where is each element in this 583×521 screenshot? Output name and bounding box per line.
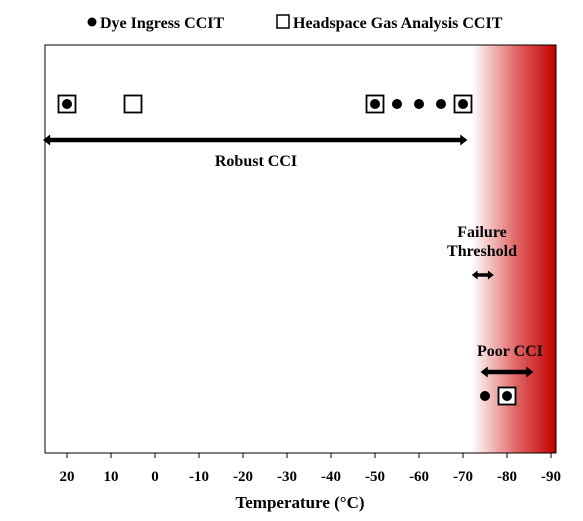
x-tick-label: -30	[277, 469, 297, 485]
hga-point	[123, 94, 143, 114]
dye-point	[370, 99, 380, 109]
x-tick-label: 20	[60, 469, 75, 485]
legend-dye-label: Dye Ingress CCIT	[100, 15, 224, 32]
failure-threshold-arrow-head-right	[487, 270, 494, 280]
legend-dye-marker	[87, 17, 97, 27]
x-tick-label: -90	[541, 469, 561, 485]
x-axis-label: Temperature (°C)	[235, 493, 364, 512]
x-tick-label: -70	[453, 469, 473, 485]
x-tick-label: -40	[321, 469, 341, 485]
failure-threshold-label-line2: Threshold	[447, 243, 517, 260]
x-tick-label: -80	[497, 469, 517, 485]
robust-cci-label: Robust CCI	[215, 153, 297, 170]
robust-cci-arrow-head-left	[43, 134, 51, 146]
legend-hga-marker	[276, 14, 290, 29]
poor-cci-arrow-head-right	[526, 366, 534, 378]
dye-point	[458, 99, 468, 109]
robust-cci-arrow	[43, 134, 468, 146]
legend: Dye Ingress CCIT Headspace Gas Analysis …	[87, 14, 503, 32]
dye-point	[502, 391, 512, 401]
x-tick-label: -20	[233, 469, 253, 485]
x-tick-label: 0	[151, 469, 159, 485]
x-tick-label: -50	[365, 469, 385, 485]
plot-area-frame	[44, 44, 557, 454]
failure-threshold-arrow	[471, 270, 494, 280]
dye-point	[62, 99, 72, 109]
dye-point	[480, 391, 490, 401]
robust-cci-arrow-head-right	[460, 134, 468, 146]
dye-point	[392, 99, 402, 109]
annotations: Robust CCI Failure Threshold Poor CCI	[43, 134, 543, 378]
failure-threshold-label-line1: Failure	[457, 224, 506, 241]
failure-region	[471, 45, 556, 453]
x-tick-label: 10	[104, 469, 119, 485]
data-markers	[57, 94, 517, 406]
x-tick-label: -10	[189, 469, 209, 485]
poor-cci-label: Poor CCI	[477, 343, 543, 360]
dye-point	[436, 99, 446, 109]
x-axis: 20 10 0 -10 -20 -30 -40 -50 -60 -70 -80 -90	[60, 453, 561, 485]
x-tick-label: -60	[409, 469, 429, 485]
poor-cci-arrow-head-left	[480, 366, 488, 378]
dye-point	[414, 99, 424, 109]
legend-hga-label: Headspace Gas Analysis CCIT	[293, 15, 503, 32]
failure-threshold-arrow-head-left	[471, 270, 478, 280]
poor-cci-arrow	[480, 366, 534, 378]
